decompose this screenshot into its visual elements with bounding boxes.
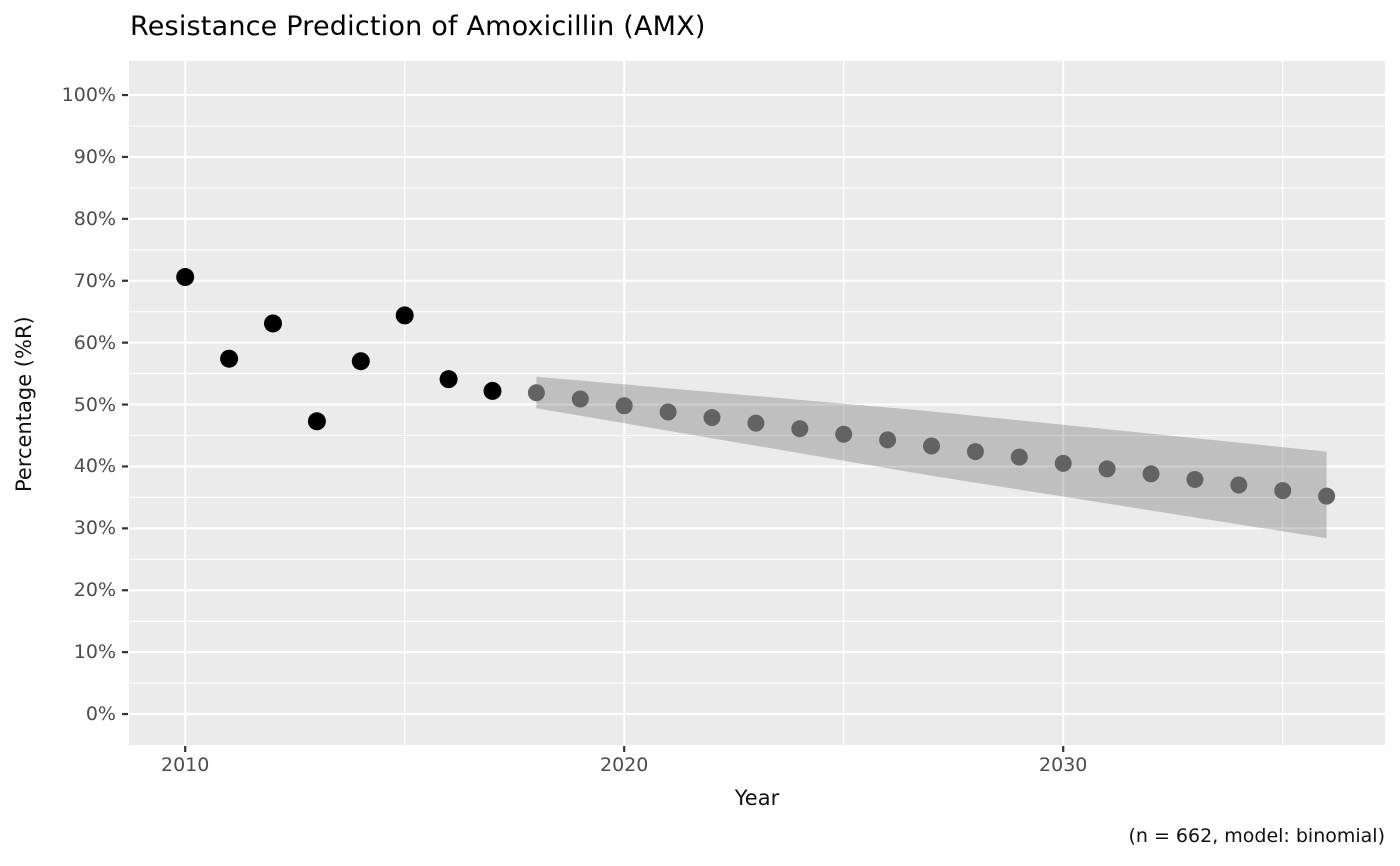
data-point-predicted xyxy=(747,414,765,432)
data-point-observed xyxy=(439,370,458,389)
chart-title: Resistance Prediction of Amoxicillin (AM… xyxy=(130,11,706,42)
data-point-observed xyxy=(263,314,282,333)
data-point-predicted xyxy=(923,437,941,455)
confidence-interval-ribbon xyxy=(536,376,1327,539)
y-tick-label: 10% xyxy=(73,641,116,664)
x-axis-title: Year xyxy=(734,786,780,810)
data-point-predicted xyxy=(703,409,721,427)
y-tick-label: 0% xyxy=(85,703,116,726)
y-tick-label: 30% xyxy=(73,517,116,540)
data-point-predicted xyxy=(1318,487,1336,505)
data-point-observed xyxy=(483,381,502,400)
data-point-observed xyxy=(220,349,239,368)
data-point-observed xyxy=(176,268,195,287)
y-tick-label: 20% xyxy=(73,579,116,602)
data-point-predicted xyxy=(835,425,853,443)
data-point-predicted xyxy=(1098,460,1116,478)
panel-background xyxy=(129,61,1385,745)
y-tick-label: 50% xyxy=(73,393,116,416)
data-point-predicted xyxy=(1054,454,1072,472)
x-tick-label: 2010 xyxy=(161,754,210,776)
data-point-observed xyxy=(307,412,326,431)
data-point-predicted xyxy=(1230,476,1248,494)
data-point-predicted xyxy=(615,397,633,415)
data-point-predicted xyxy=(1010,448,1028,466)
data-point-predicted xyxy=(791,420,809,438)
data-point-predicted xyxy=(966,443,984,461)
data-point-predicted xyxy=(527,384,545,402)
y-tick-label: 60% xyxy=(73,331,116,354)
data-point-observed xyxy=(395,306,414,325)
x-tick-label: 2030 xyxy=(1039,754,1088,776)
y-tick-label: 100% xyxy=(61,84,116,107)
y-tick-label: 90% xyxy=(73,145,116,168)
data-point-predicted xyxy=(659,403,677,421)
y-tick-label: 80% xyxy=(73,207,116,230)
data-point-predicted xyxy=(879,431,897,449)
y-tick-label: 40% xyxy=(73,455,116,478)
data-point-predicted xyxy=(1142,465,1160,483)
data-point-predicted xyxy=(571,390,589,408)
x-tick-label: 2020 xyxy=(600,754,649,776)
data-point-predicted xyxy=(1274,482,1292,500)
data-point-predicted xyxy=(1186,470,1204,488)
chart-caption: (n = 662, model: binomial) xyxy=(1128,825,1385,847)
data-point-observed xyxy=(351,352,370,371)
y-tick-label: 70% xyxy=(73,269,116,292)
